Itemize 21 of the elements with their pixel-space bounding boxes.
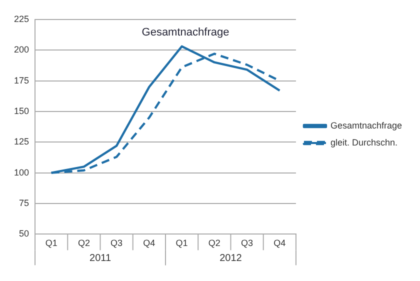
y-tick-label: 50 [19,228,30,239]
y-tick-label: 150 [14,106,30,116]
text: 2012 [220,253,242,264]
x-tick-label: Q2 [208,238,220,248]
y-tick-label: 75 [19,198,30,208]
x-tick-label: Q1 [176,238,188,248]
x-tick-label: Q3 [110,238,123,248]
legend-label: gleit. Durchschn. [330,137,398,148]
x-tick-label: Q4 [274,238,286,248]
x-tick-label: Q4 [143,238,156,248]
text: 2011 [89,253,112,264]
legend-label: Gesamtnachfrage [330,120,402,130]
y-tick-label: 100 [14,167,30,178]
y-tick-label: 125 [14,136,30,147]
y-tick-label: 225 [14,14,30,24]
y-tick-label: 200 [14,44,30,55]
x-tick-label: Q1 [45,238,58,248]
text: Gesamtnachfrage [142,26,230,38]
y-tick-label: 175 [14,75,30,86]
x-tick-label: Q3 [241,238,254,248]
x-tick-label: Q2 [78,238,90,248]
